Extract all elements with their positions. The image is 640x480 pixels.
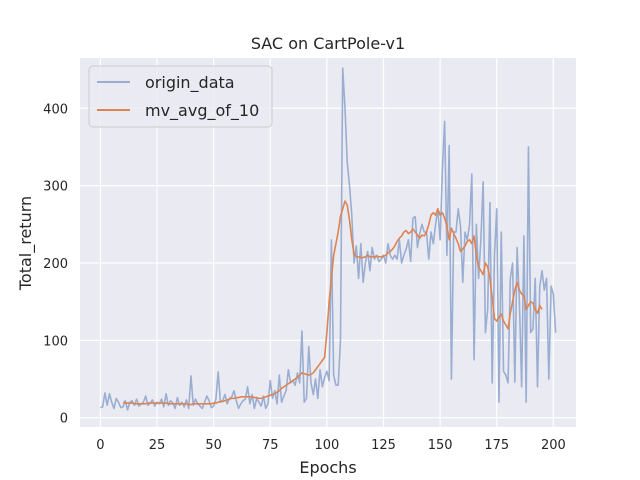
legend-box bbox=[88, 65, 273, 128]
x-tick-label: 100 bbox=[314, 438, 339, 453]
series-line-mv-avg-of-10 bbox=[122, 200, 543, 406]
y-tick-label: 100 bbox=[43, 334, 68, 349]
x-tick-label: 25 bbox=[149, 438, 166, 453]
y-tick-label: 0 bbox=[60, 412, 68, 427]
x-tick-label: 150 bbox=[428, 438, 453, 453]
legend: origin_data mv_avg_of_10 bbox=[88, 65, 273, 128]
x-tick-label: 50 bbox=[205, 438, 222, 453]
x-tick-label: 200 bbox=[541, 438, 566, 453]
chart-title: SAC on CartPole-v1 bbox=[251, 34, 405, 53]
y-axis-label: Total_return bbox=[16, 196, 36, 291]
ticks: 0 25 50 75 100 125 150 175 200 0 100 200 300 400 bbox=[43, 102, 566, 453]
x-tick-label: 125 bbox=[371, 438, 396, 453]
y-tick-label: 200 bbox=[43, 257, 68, 272]
legend-label-mv-avg: mv_avg_of_10 bbox=[145, 101, 259, 121]
x-tick-label: 75 bbox=[262, 438, 279, 453]
y-tick-label: 400 bbox=[43, 102, 68, 117]
legend-label-origin-data: origin_data bbox=[145, 73, 235, 93]
x-axis-label: Epochs bbox=[299, 458, 356, 477]
x-tick-label: 0 bbox=[96, 438, 104, 453]
series-layer bbox=[100, 67, 557, 411]
y-tick-label: 300 bbox=[43, 180, 68, 195]
x-tick-label: 175 bbox=[484, 438, 509, 453]
